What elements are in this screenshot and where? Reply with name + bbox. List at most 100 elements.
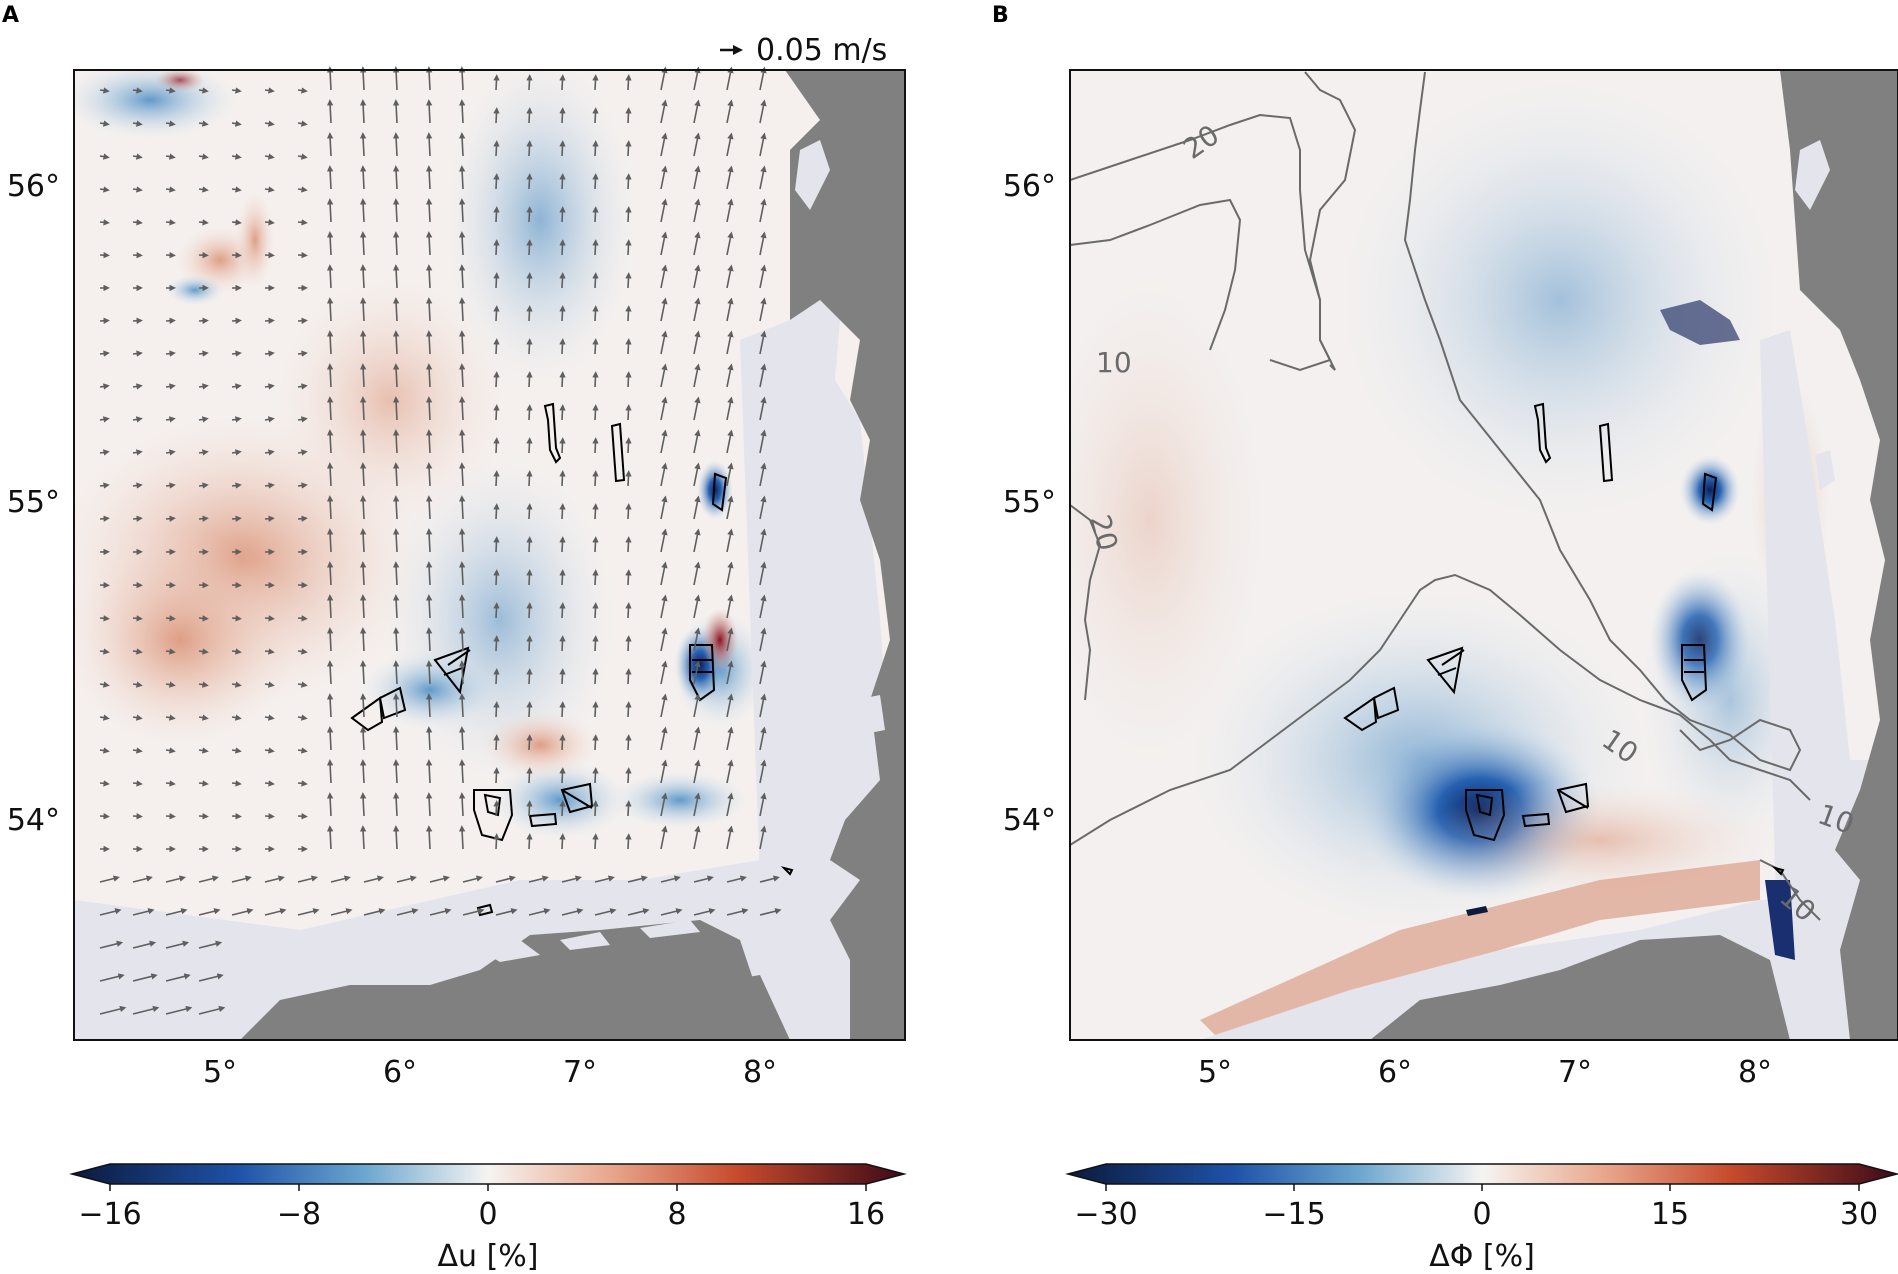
current-arrow (726, 528, 734, 553)
current-arrow (458, 759, 466, 784)
lon-ticks-a: 5° 6° 7° 8° (203, 1055, 777, 1090)
current-arrow (132, 648, 143, 655)
current-arrow (99, 186, 110, 193)
current-arrow (759, 396, 767, 421)
current-arrow (165, 482, 176, 489)
current-arrow (359, 495, 367, 520)
current-arrow (392, 660, 400, 685)
current-arrow (359, 462, 367, 487)
current-arrow (526, 404, 533, 421)
current-arrow (198, 219, 209, 226)
current-arrow (458, 132, 466, 157)
current-arrow (198, 153, 209, 160)
current-arrow (99, 416, 110, 423)
current-arrow (526, 503, 533, 520)
current-arrow (132, 515, 143, 522)
lon-tick: 6° (1378, 1055, 1412, 1090)
current-arrow (592, 338, 599, 355)
current-arrow (264, 648, 275, 655)
current-arrow (132, 1005, 160, 1015)
current-arrow (198, 186, 209, 193)
current-arrow (759, 330, 767, 355)
current-arrow (264, 219, 275, 226)
current-arrow (429, 875, 450, 883)
lon-tick: 8° (743, 1055, 777, 1090)
current-arrow (495, 908, 518, 916)
current-arrow (493, 272, 500, 289)
current-arrow (493, 503, 500, 520)
current-arrow (693, 462, 701, 487)
current-arrow (693, 726, 701, 751)
current-arrow (660, 594, 668, 619)
current-arrow (297, 515, 308, 522)
current-arrow (231, 747, 242, 754)
current-arrow (132, 317, 143, 324)
current-arrow (526, 140, 533, 157)
current-arrow (132, 120, 143, 127)
current-arrow (396, 908, 419, 916)
current-arrow (693, 429, 701, 454)
current-arrow (326, 264, 334, 289)
panel-letter-b: B (992, 3, 1009, 28)
current-arrow (326, 396, 334, 421)
current-arrow (425, 660, 433, 685)
current-arrow (660, 627, 668, 652)
current-arrow (526, 206, 533, 223)
current-arrow (693, 132, 701, 157)
current-arrow (660, 330, 668, 355)
current-arrow (297, 186, 308, 193)
current-arrow (231, 416, 242, 423)
current-arrow (132, 350, 143, 357)
current-arrow (198, 973, 224, 982)
current-arrow (528, 875, 549, 883)
current-arrow (559, 404, 566, 421)
current-arrow (165, 681, 176, 688)
panel-a: A (2, 3, 907, 1274)
current-arrow (165, 747, 176, 754)
current-arrow (592, 503, 599, 520)
lon-tick: 7° (563, 1055, 597, 1090)
current-arrow (625, 470, 632, 487)
current-arrow (458, 627, 466, 652)
current-arrow (592, 305, 599, 322)
current-arrow (493, 767, 500, 784)
current-arrow (559, 140, 566, 157)
current-arrow (231, 648, 242, 655)
current-arrow (326, 495, 334, 520)
current-arrow (165, 186, 176, 193)
current-arrow (625, 107, 632, 124)
current-arrow (99, 875, 120, 883)
current-arrow (592, 569, 599, 586)
current-arrow (625, 437, 632, 454)
current-arrow (693, 594, 701, 619)
current-arrow (559, 338, 566, 355)
current-arrow (359, 165, 367, 190)
current-arrow (165, 908, 188, 916)
current-arrow (592, 272, 599, 289)
current-arrow (198, 383, 209, 390)
current-arrow (297, 416, 308, 423)
current-arrow (264, 383, 275, 390)
current-arrow (392, 561, 400, 586)
current-arrow (726, 627, 734, 652)
current-arrow (726, 198, 734, 223)
current-arrow (759, 132, 767, 157)
current-arrow (559, 668, 566, 685)
current-arrow (326, 132, 334, 157)
current-arrow (528, 908, 551, 916)
current-arrow (132, 219, 143, 226)
current-arrow (759, 99, 767, 124)
colorbar-tick: −8 (277, 1197, 321, 1232)
current-arrow (759, 759, 767, 784)
current-arrow (526, 602, 533, 619)
current-arrow (726, 693, 734, 718)
colorbar-tick: 30 (1840, 1197, 1878, 1232)
current-arrow (693, 561, 701, 586)
current-arrow (297, 482, 308, 489)
current-arrow (559, 767, 566, 784)
current-arrow (132, 153, 143, 160)
current-arrow (326, 99, 334, 124)
current-arrow (326, 660, 334, 685)
current-arrow (559, 107, 566, 124)
current-arrow (165, 714, 176, 721)
